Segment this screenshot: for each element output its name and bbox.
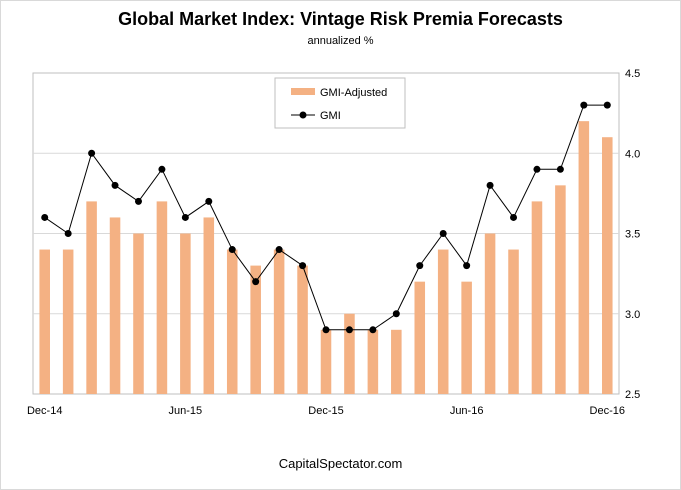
x-axis-ticks: Dec-14 Jun-15 Dec-15 Jun-16 Dec-16 bbox=[27, 405, 625, 417]
gmi-point bbox=[41, 213, 49, 221]
legend-swatch-gmi-adjusted bbox=[291, 88, 315, 95]
gmi-point bbox=[299, 262, 307, 270]
gmi-point bbox=[252, 278, 260, 286]
y-tick-label: 3.5 bbox=[625, 229, 640, 241]
chart-subtitle: annualized % bbox=[307, 35, 374, 47]
bar bbox=[86, 201, 97, 394]
y-tick-label: 4.0 bbox=[625, 148, 640, 160]
gmi-point bbox=[275, 246, 283, 254]
bar bbox=[578, 121, 590, 395]
x-tick-label: Jun-15 bbox=[169, 405, 203, 417]
bar bbox=[156, 201, 168, 394]
bar bbox=[180, 233, 191, 394]
gmi-point bbox=[205, 197, 213, 205]
legend-label-gmi: GMI bbox=[320, 110, 341, 122]
y-tick-label: 4.5 bbox=[625, 68, 640, 80]
bar bbox=[508, 249, 519, 394]
gmi-point bbox=[486, 181, 494, 189]
gmi-point bbox=[463, 262, 471, 270]
gmi-point bbox=[439, 230, 447, 237]
bar bbox=[484, 233, 496, 394]
bar bbox=[62, 249, 74, 394]
gmi-point bbox=[603, 101, 611, 109]
y-axis-ticks: 2.5 3.0 3.5 4.0 4.5 bbox=[625, 68, 640, 401]
bar bbox=[203, 217, 215, 394]
bar bbox=[602, 137, 613, 394]
gmi-point bbox=[392, 310, 400, 318]
legend-label-gmi-adjusted: GMI-Adjusted bbox=[320, 87, 387, 99]
bar bbox=[226, 249, 238, 394]
gmi-point bbox=[556, 165, 564, 173]
gmi-point bbox=[533, 165, 541, 173]
bar bbox=[344, 313, 355, 394]
y-tick-label: 3.0 bbox=[625, 309, 640, 321]
bar bbox=[273, 249, 285, 394]
bar bbox=[320, 329, 332, 394]
bar bbox=[461, 281, 472, 394]
gmi-point bbox=[134, 197, 142, 205]
gmi-point bbox=[64, 230, 72, 237]
x-tick-label: Jun-16 bbox=[450, 405, 484, 417]
line-series bbox=[41, 101, 611, 334]
bar bbox=[39, 249, 50, 394]
gmi-point bbox=[580, 101, 588, 109]
gmi-point bbox=[228, 246, 236, 254]
bar bbox=[367, 329, 379, 394]
bar bbox=[555, 185, 566, 394]
bar bbox=[391, 329, 402, 394]
legend-box bbox=[274, 77, 406, 129]
gmi-point bbox=[510, 213, 518, 221]
gmi-point bbox=[88, 149, 96, 157]
gridlines bbox=[33, 152, 619, 315]
gmi-point bbox=[345, 326, 353, 334]
bar bbox=[437, 249, 449, 394]
bar bbox=[109, 217, 121, 394]
x-tick-label: Dec-15 bbox=[308, 405, 343, 417]
gmi-point bbox=[181, 213, 189, 221]
bar bbox=[133, 233, 144, 394]
bar bbox=[297, 265, 308, 394]
legend: GMI-Adjusted GMI bbox=[274, 77, 406, 129]
x-tick-label: Dec-14 bbox=[27, 405, 62, 417]
chart-title: Global Market Index: Vintage Risk Premia… bbox=[118, 9, 563, 29]
gmi-point bbox=[322, 326, 330, 334]
legend-swatch-gmi-marker bbox=[299, 111, 307, 119]
bar-series bbox=[39, 121, 613, 395]
gmi-point bbox=[111, 181, 119, 189]
x-tick-label: Dec-16 bbox=[590, 405, 625, 417]
gmi-point bbox=[158, 165, 166, 173]
gmi-point bbox=[369, 326, 377, 334]
y-tick-label: 2.5 bbox=[625, 389, 640, 401]
gmi-point bbox=[416, 262, 424, 270]
source-label: CapitalSpectator.com bbox=[278, 456, 403, 471]
bar bbox=[531, 201, 543, 394]
bar bbox=[250, 265, 261, 394]
bar bbox=[414, 281, 426, 394]
